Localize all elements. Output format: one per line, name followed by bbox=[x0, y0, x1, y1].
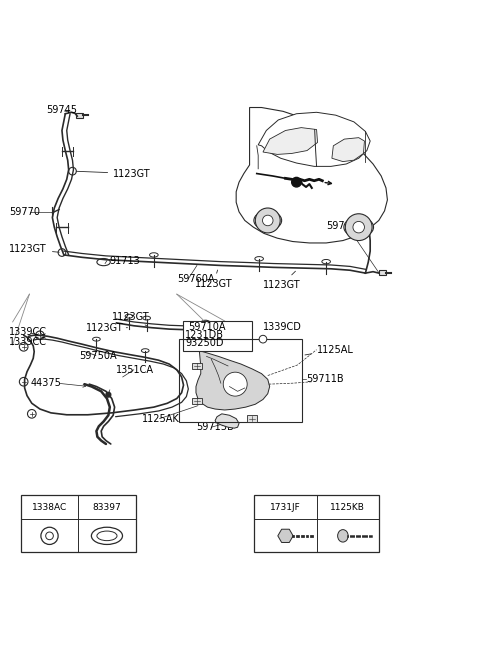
Text: 1123GT: 1123GT bbox=[76, 168, 151, 178]
Circle shape bbox=[263, 215, 273, 225]
Text: 59750A: 59750A bbox=[80, 351, 117, 361]
Text: 1339CC: 1339CC bbox=[9, 337, 48, 347]
Bar bbox=[379, 271, 386, 275]
Polygon shape bbox=[215, 414, 239, 428]
Text: 59770: 59770 bbox=[9, 207, 40, 217]
Text: 59760A: 59760A bbox=[177, 274, 215, 284]
Text: 1339CD: 1339CD bbox=[263, 322, 302, 336]
Circle shape bbox=[223, 372, 247, 396]
Text: 1125KB: 1125KB bbox=[330, 503, 365, 512]
Ellipse shape bbox=[93, 337, 100, 341]
Text: 1731JF: 1731JF bbox=[270, 503, 301, 512]
Ellipse shape bbox=[254, 211, 282, 230]
Ellipse shape bbox=[337, 530, 348, 542]
Polygon shape bbox=[278, 529, 293, 542]
Bar bbox=[247, 415, 257, 422]
Ellipse shape bbox=[255, 257, 264, 261]
Circle shape bbox=[19, 377, 28, 386]
Ellipse shape bbox=[150, 253, 158, 257]
Text: 93250D: 93250D bbox=[185, 338, 224, 348]
Text: 1338AC: 1338AC bbox=[32, 503, 67, 512]
Ellipse shape bbox=[97, 259, 110, 266]
Circle shape bbox=[345, 213, 372, 241]
Text: 1339CC: 1339CC bbox=[9, 328, 48, 337]
Circle shape bbox=[27, 410, 36, 418]
Bar bbox=[192, 363, 202, 369]
Text: 59745: 59745 bbox=[46, 105, 77, 115]
Text: 44375: 44375 bbox=[30, 378, 61, 389]
Bar bbox=[179, 339, 302, 422]
Polygon shape bbox=[196, 351, 270, 410]
Circle shape bbox=[106, 392, 111, 397]
Text: 59745: 59745 bbox=[326, 221, 357, 231]
Text: 1123GT: 1123GT bbox=[9, 244, 59, 254]
Circle shape bbox=[69, 167, 76, 175]
Circle shape bbox=[259, 335, 267, 343]
Circle shape bbox=[19, 343, 28, 351]
Bar bbox=[192, 398, 202, 404]
Circle shape bbox=[41, 527, 58, 544]
Circle shape bbox=[292, 178, 301, 187]
Ellipse shape bbox=[97, 531, 117, 540]
Text: 83397: 83397 bbox=[93, 503, 121, 512]
Text: 1351CA: 1351CA bbox=[116, 365, 154, 375]
Ellipse shape bbox=[322, 259, 330, 264]
Text: 1123GT: 1123GT bbox=[112, 312, 149, 326]
Bar bbox=[182, 321, 252, 351]
Text: 1123GT: 1123GT bbox=[86, 323, 128, 333]
Circle shape bbox=[255, 208, 280, 233]
Circle shape bbox=[46, 532, 53, 540]
Text: 91713: 91713 bbox=[110, 256, 141, 266]
Text: 1231DB: 1231DB bbox=[185, 330, 224, 340]
Ellipse shape bbox=[91, 527, 122, 544]
Circle shape bbox=[58, 249, 66, 257]
Ellipse shape bbox=[125, 314, 133, 318]
Ellipse shape bbox=[344, 217, 373, 237]
Text: 1125AK: 1125AK bbox=[142, 414, 180, 424]
Ellipse shape bbox=[142, 349, 149, 353]
Text: 59710A: 59710A bbox=[188, 322, 226, 332]
Text: 59715B: 59715B bbox=[196, 422, 234, 432]
Text: 59711B: 59711B bbox=[306, 375, 344, 385]
Polygon shape bbox=[236, 107, 387, 243]
Polygon shape bbox=[332, 138, 364, 162]
Circle shape bbox=[36, 331, 44, 339]
Polygon shape bbox=[258, 112, 370, 166]
Text: 1123GT: 1123GT bbox=[194, 270, 232, 288]
Text: 1123GT: 1123GT bbox=[263, 271, 300, 290]
Circle shape bbox=[353, 221, 364, 233]
Bar bbox=[21, 495, 136, 552]
Ellipse shape bbox=[200, 320, 211, 328]
Ellipse shape bbox=[143, 316, 151, 320]
Polygon shape bbox=[263, 127, 318, 154]
Text: 1125AL: 1125AL bbox=[305, 345, 353, 355]
Bar bbox=[254, 495, 379, 552]
Bar bbox=[76, 113, 84, 117]
